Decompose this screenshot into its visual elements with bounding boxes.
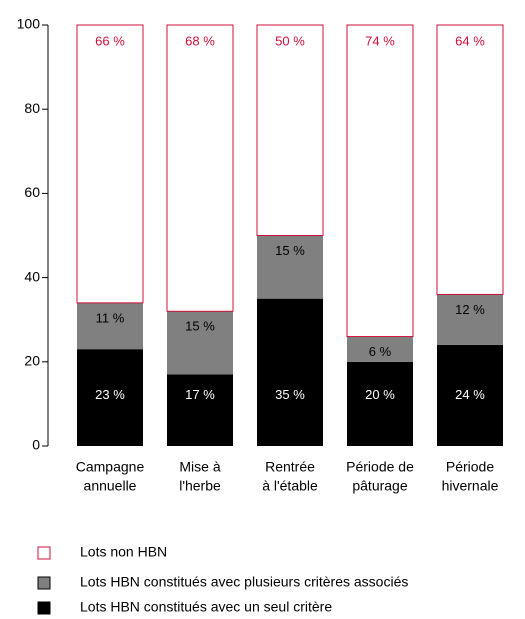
data-label: 23 %	[95, 387, 125, 402]
bar-segment	[76, 24, 144, 304]
x-tick-label: annuelle	[84, 478, 137, 494]
data-label: 15 %	[185, 319, 215, 334]
bar-segment	[437, 294, 503, 345]
data-label: 6 %	[369, 344, 392, 359]
x-tick-label: à l'étable	[262, 478, 318, 494]
data-label: 68 %	[185, 33, 215, 48]
y-tick-label: 80	[24, 100, 40, 116]
x-tick-label: Rentrée	[265, 459, 315, 475]
x-tick-label: l'herbe	[179, 478, 221, 494]
data-label: 66 %	[95, 33, 125, 48]
legend-label: Lots HBN constitués avec un seul critère	[80, 599, 332, 615]
data-label: 74 %	[365, 33, 395, 48]
bar-segment	[167, 374, 233, 446]
bar-segment	[346, 24, 414, 338]
bar-segment	[347, 361, 413, 446]
data-label: 17 %	[185, 387, 215, 402]
bar-segment	[436, 24, 504, 295]
data-label: 12 %	[455, 302, 485, 317]
data-label: 64 %	[455, 33, 485, 48]
bar-segment	[77, 349, 143, 446]
x-tick-label: Campagne	[76, 459, 145, 475]
data-label: 15 %	[275, 243, 305, 258]
legend-label: Lots non HBN	[80, 544, 167, 560]
y-tick-label: 40	[24, 268, 40, 284]
data-label: 35 %	[275, 387, 305, 402]
bar-segment	[256, 24, 324, 236]
x-tick-label: pâturage	[352, 478, 407, 494]
bar-segment	[77, 302, 143, 350]
data-label: 50 %	[275, 33, 305, 48]
x-tick-label: Mise à	[179, 459, 220, 475]
legend-swatch	[37, 546, 51, 560]
data-label: 20 %	[365, 387, 395, 402]
legend-swatch	[37, 576, 51, 590]
x-tick-label: Période de	[346, 459, 414, 475]
y-tick-label: 100	[17, 16, 41, 32]
bar-segment	[257, 235, 323, 299]
y-tick-label: 60	[24, 184, 40, 200]
y-tick-label: 20	[24, 353, 40, 369]
bar-segment	[257, 298, 323, 446]
bar-segment	[347, 336, 413, 362]
data-label: 24 %	[455, 387, 485, 402]
y-tick-label: 0	[32, 437, 40, 453]
x-tick-label: Période	[446, 459, 494, 475]
legend-swatch	[37, 601, 51, 615]
bar-segment	[167, 311, 233, 375]
legend-label: Lots HBN constitués avec plusieurs critè…	[80, 574, 408, 590]
data-label: 11 %	[96, 310, 125, 325]
bar-segment	[437, 344, 503, 446]
x-tick-label: hivernale	[442, 478, 499, 494]
bar-segment	[166, 24, 234, 312]
